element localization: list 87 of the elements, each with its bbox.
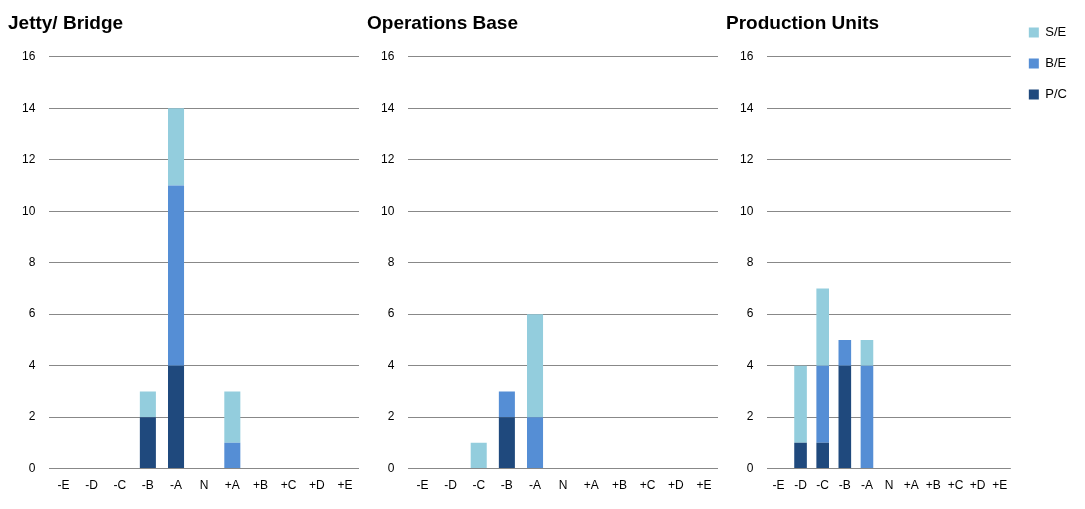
chart-title: Jetty/ Bridge (8, 11, 124, 33)
legend-label: B/E (1045, 55, 1067, 71)
y-tick-label: 10 (21, 203, 36, 218)
y-tick-label: 0 (387, 460, 395, 475)
y-tick-label: 10 (739, 203, 754, 218)
x-tick-label: +B (611, 478, 627, 493)
x-tick-label: -A (170, 478, 183, 493)
y-tick-label: 16 (739, 49, 754, 64)
bar (527, 417, 544, 469)
x-tick-label: N (558, 478, 568, 493)
x-tick-label: +B (252, 478, 268, 493)
bar (168, 185, 185, 366)
chart-title: Production Units (726, 11, 880, 33)
x-tick-label: +A (903, 478, 919, 493)
x-tick-label: +D (308, 478, 325, 493)
x-tick-label: -C (113, 478, 127, 493)
bar (816, 288, 829, 366)
y-tick-label: 4 (746, 357, 754, 372)
x-tick-label: N (199, 478, 209, 493)
chart-title: Operations Base (367, 11, 518, 33)
x-tick-label: -D (85, 478, 99, 493)
y-tick-label: 4 (28, 357, 36, 372)
bar (470, 442, 487, 469)
x-tick-label: -B (838, 478, 851, 493)
y-tick-label: 16 (380, 49, 395, 64)
bar (498, 391, 515, 418)
x-tick-label: +D (969, 478, 986, 493)
x-tick-label: -B (141, 478, 154, 493)
y-tick-label: 12 (739, 152, 754, 167)
y-tick-label: 0 (28, 460, 36, 475)
x-tick-label: +A (224, 478, 240, 493)
x-tick-label: N (884, 478, 894, 493)
y-tick-label: 6 (387, 306, 395, 321)
y-tick-label: 16 (21, 49, 36, 64)
bar (816, 442, 829, 469)
bar (224, 391, 241, 443)
y-tick-label: 4 (387, 357, 395, 372)
bar (498, 417, 515, 469)
bar (168, 365, 185, 469)
y-tick-label: 6 (746, 306, 754, 321)
bar (224, 442, 241, 469)
y-tick-label: 14 (21, 100, 36, 115)
y-tick-label: 0 (746, 460, 754, 475)
x-tick-label: -E (57, 478, 70, 493)
y-tick-label: 8 (746, 255, 754, 270)
y-tick-label: 14 (739, 100, 754, 115)
y-tick-label: 12 (21, 152, 36, 167)
bar (794, 442, 807, 469)
y-tick-label: 2 (387, 409, 395, 424)
legend-label: S/E (1045, 24, 1067, 40)
x-tick-label: -D (444, 478, 458, 493)
x-tick-label: +E (696, 478, 712, 493)
bar (838, 339, 852, 366)
x-tick-label: +A (583, 478, 599, 493)
bar (168, 108, 185, 186)
y-tick-label: 2 (28, 409, 36, 424)
x-tick-label: +C (280, 478, 297, 493)
bar (139, 391, 156, 418)
x-tick-label: -D (794, 478, 808, 493)
x-tick-label: +E (992, 478, 1008, 493)
x-tick-label: +D (667, 478, 684, 493)
bar (527, 314, 544, 418)
x-tick-label: +E (337, 478, 353, 493)
x-tick-label: +B (925, 478, 941, 493)
bar (139, 417, 156, 469)
bar (838, 365, 852, 469)
bar (794, 365, 807, 443)
y-tick-label: 14 (380, 100, 395, 115)
x-tick-label: -E (772, 478, 785, 493)
y-tick-label: 6 (28, 306, 36, 321)
bar (816, 365, 829, 443)
y-tick-label: 8 (28, 255, 36, 270)
x-tick-label: -E (416, 478, 429, 493)
x-tick-label: -A (529, 478, 542, 493)
x-tick-label: -B (500, 478, 513, 493)
x-tick-label: +C (947, 478, 964, 493)
y-tick-label: 8 (387, 255, 395, 270)
x-tick-label: +C (639, 478, 656, 493)
y-tick-label: 10 (380, 203, 395, 218)
legend-label: P/C (1045, 86, 1067, 102)
x-tick-label: -C (816, 478, 830, 493)
bar (860, 339, 874, 366)
x-tick-label: -A (860, 478, 873, 493)
bar (860, 365, 874, 469)
x-tick-label: -C (472, 478, 486, 493)
y-tick-label: 2 (746, 409, 754, 424)
y-tick-label: 12 (380, 152, 395, 167)
